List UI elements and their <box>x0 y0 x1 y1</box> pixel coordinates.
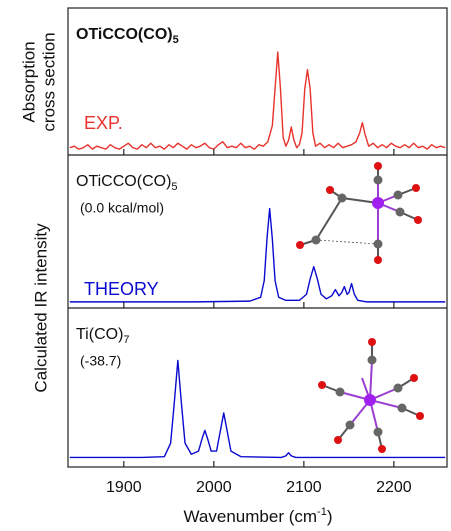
molecule-tico7 <box>318 338 424 453</box>
x-tick-label: 2000 <box>196 479 232 496</box>
x-label-sup: -1 <box>317 506 327 518</box>
label-text: Ti(CO) <box>76 326 123 343</box>
panel-label: OTiCCO(CO)5 <box>76 26 179 46</box>
label-subscript: 5 <box>171 181 177 193</box>
label-subscript: 5 <box>173 34 179 46</box>
y-axis-label: Calculated IR intensity <box>31 223 50 393</box>
x-tick-label: 2100 <box>286 479 322 496</box>
x-tick-label: 1900 <box>106 479 142 496</box>
molecule-otico <box>296 162 422 264</box>
spectrum-line <box>69 359 446 459</box>
y-axis-label: cross section <box>39 32 58 131</box>
label-subscript: 7 <box>123 334 129 346</box>
energy-label: (0.0 kcal/mol) <box>80 200 164 216</box>
x-axis-label: Wavenumber (cm-1) <box>184 506 333 527</box>
panel-label: Ti(CO)7 <box>76 326 130 346</box>
x-tick-label: 2200 <box>376 479 412 496</box>
energy-label: (-38.7) <box>80 353 121 369</box>
y-axis-label: Absorption <box>19 41 38 122</box>
spectrum-line <box>69 51 446 150</box>
panel-tag: EXP. <box>84 113 123 133</box>
spectrum-line <box>69 207 446 303</box>
panel-label: OTiCCO(CO)5 <box>76 173 178 193</box>
label-text: OTiCCO(CO) <box>76 26 173 43</box>
label-text: OTiCCO(CO) <box>76 173 171 190</box>
plot-frame <box>67 7 448 468</box>
panel-tag: THEORY <box>84 279 159 299</box>
x-label-end: ) <box>327 507 333 526</box>
x-label-text: Wavenumber (cm <box>184 507 318 526</box>
